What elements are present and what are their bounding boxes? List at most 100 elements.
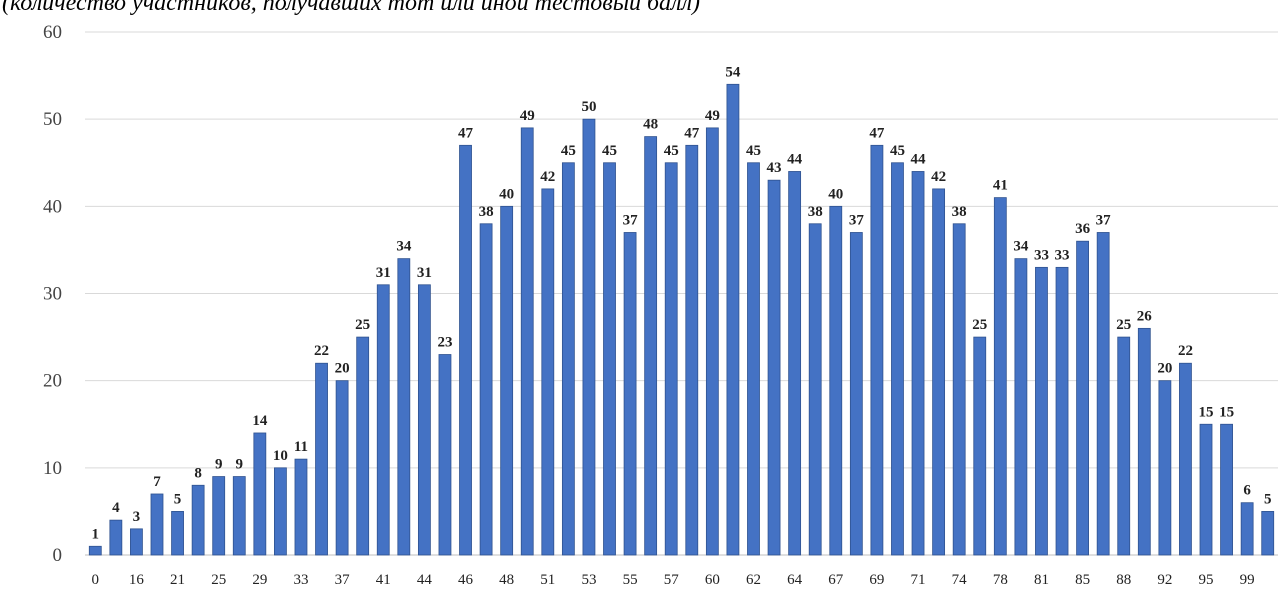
data-label: 45 xyxy=(746,143,761,159)
bar xyxy=(767,179,781,556)
bar xyxy=(479,223,493,556)
bar xyxy=(315,362,328,556)
data-label: 1 xyxy=(92,526,100,542)
data-label: 33 xyxy=(1055,247,1070,263)
data-label: 34 xyxy=(396,239,412,255)
bar xyxy=(644,136,658,556)
bar xyxy=(232,476,246,556)
bar xyxy=(849,232,863,556)
bar xyxy=(808,223,822,556)
data-label: 45 xyxy=(890,143,905,159)
bar xyxy=(1076,240,1089,556)
data-label: 31 xyxy=(417,265,432,281)
data-label: 44 xyxy=(787,151,803,167)
bar xyxy=(1220,423,1233,556)
bar xyxy=(582,118,596,556)
y-tick-label: 30 xyxy=(43,284,62,305)
x-tick-label: 92 xyxy=(1157,572,1172,588)
x-tick-label: 69 xyxy=(869,572,884,588)
bar xyxy=(1014,258,1028,556)
bar xyxy=(1179,362,1192,556)
data-label: 8 xyxy=(194,465,202,481)
data-label: 54 xyxy=(725,64,741,80)
y-tick-label: 0 xyxy=(53,545,63,566)
data-label: 33 xyxy=(1034,247,1049,263)
bar xyxy=(191,484,205,556)
data-label: 48 xyxy=(643,117,658,133)
data-label: 37 xyxy=(623,212,639,228)
data-label: 31 xyxy=(376,265,391,281)
bar xyxy=(438,354,452,556)
bar xyxy=(212,476,226,556)
bar xyxy=(1240,502,1254,556)
data-label: 7 xyxy=(153,474,161,490)
bar xyxy=(274,467,287,556)
bar xyxy=(911,171,925,556)
data-label: 45 xyxy=(561,143,576,159)
bar xyxy=(726,83,740,556)
x-tick-label: 62 xyxy=(746,572,761,588)
x-tick-label: 95 xyxy=(1199,572,1214,588)
data-label: 15 xyxy=(1199,404,1214,420)
x-tick-label: 74 xyxy=(952,572,968,588)
bar xyxy=(870,144,884,556)
data-label: 15 xyxy=(1219,404,1234,420)
x-tick-label: 64 xyxy=(787,572,803,588)
bar xyxy=(891,162,904,556)
data-label: 36 xyxy=(1075,221,1091,237)
x-tick-label: 16 xyxy=(129,572,145,588)
x-tick-label: 33 xyxy=(293,572,308,588)
data-label: 47 xyxy=(458,125,474,141)
data-label: 3 xyxy=(133,509,141,525)
data-label: 38 xyxy=(479,204,494,220)
bar xyxy=(109,519,123,556)
data-label: 47 xyxy=(684,125,700,141)
bar xyxy=(541,188,555,556)
x-tick-label: 48 xyxy=(499,572,514,588)
bar xyxy=(294,458,308,556)
data-label: 14 xyxy=(252,413,268,429)
bars xyxy=(88,83,1275,556)
x-tick-label: 53 xyxy=(581,572,596,588)
x-tick-label: 0 xyxy=(92,572,100,588)
bar xyxy=(459,144,472,556)
bar xyxy=(952,223,966,556)
data-label: 37 xyxy=(1096,212,1112,228)
data-label: 9 xyxy=(236,457,244,473)
bar xyxy=(1199,423,1213,556)
data-label: 5 xyxy=(174,491,182,507)
bar xyxy=(561,162,575,556)
data-label: 41 xyxy=(993,178,1008,194)
x-axis: 0 16 21 25 29 33 37 41 44 46 48 51 53 55 57 60 62 64 67 69 7… xyxy=(92,572,1255,588)
data-label: 5 xyxy=(1264,491,1272,507)
bar xyxy=(705,127,719,556)
bar xyxy=(993,197,1007,556)
y-tick-label: 40 xyxy=(43,196,62,217)
x-tick-label: 67 xyxy=(828,572,844,588)
y-tick-label: 10 xyxy=(43,458,62,479)
data-label: 25 xyxy=(355,317,370,333)
data-label: 22 xyxy=(1178,343,1193,359)
bar xyxy=(150,493,164,556)
bar xyxy=(1035,266,1048,556)
bar xyxy=(1117,336,1131,556)
x-tick-label: 99 xyxy=(1240,572,1255,588)
x-tick-label: 55 xyxy=(623,572,638,588)
data-label: 4 xyxy=(112,500,120,516)
bar xyxy=(829,205,843,556)
x-tick-label: 44 xyxy=(417,572,433,588)
bar xyxy=(747,162,760,556)
x-tick-label: 57 xyxy=(664,572,680,588)
data-label: 23 xyxy=(437,335,452,351)
x-tick-label: 41 xyxy=(376,572,391,588)
data-label: 44 xyxy=(911,151,927,167)
y-tick-label: 20 xyxy=(43,371,62,392)
bar xyxy=(335,380,349,556)
data-label: 38 xyxy=(952,204,967,220)
data-label: 37 xyxy=(849,212,865,228)
x-tick-label: 25 xyxy=(211,572,226,588)
x-tick-label: 29 xyxy=(252,572,267,588)
x-tick-label: 60 xyxy=(705,572,720,588)
bar xyxy=(1261,511,1275,556)
